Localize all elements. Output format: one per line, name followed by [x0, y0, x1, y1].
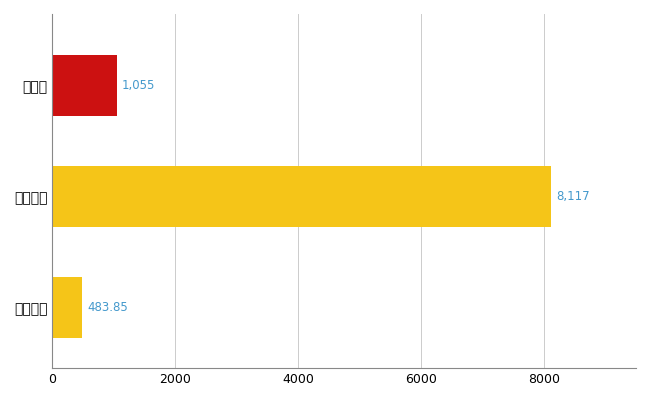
Text: 483.85: 483.85: [87, 301, 127, 314]
Text: 1,055: 1,055: [122, 79, 155, 92]
Text: 8,117: 8,117: [556, 190, 590, 203]
Bar: [52, 166, 551, 227]
Bar: [52, 56, 117, 116]
Bar: [52, 277, 82, 338]
